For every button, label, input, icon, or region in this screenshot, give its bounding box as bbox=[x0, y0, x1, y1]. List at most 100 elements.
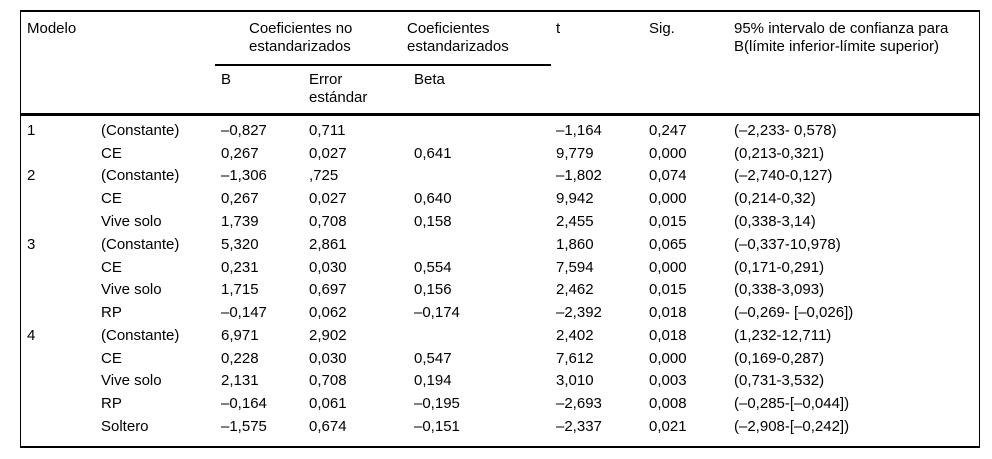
cell-confidence-interval: (0,213-0,321) bbox=[734, 145, 825, 162]
cell-sig: 0,018 bbox=[649, 327, 687, 344]
cell-confidence-interval: (0,169-0,287) bbox=[734, 350, 825, 367]
cell-variable: Vive solo bbox=[101, 281, 162, 298]
cell-sig: 0,000 bbox=[649, 190, 687, 207]
cell-beta: –0,151 bbox=[414, 418, 460, 435]
cell-t: –2,693 bbox=[556, 395, 602, 412]
cell-b: –0,164 bbox=[221, 395, 267, 412]
cell-beta: –0,174 bbox=[414, 304, 460, 321]
cell-std-error: 2,902 bbox=[309, 327, 347, 344]
cell-b: 0,267 bbox=[221, 190, 259, 207]
cell-variable: (Constante) bbox=[101, 167, 180, 184]
cell-beta: 0,640 bbox=[414, 190, 452, 207]
cell-sig: 0,021 bbox=[649, 418, 687, 435]
cell-beta: 0,641 bbox=[414, 145, 452, 162]
cell-t: –2,337 bbox=[556, 418, 602, 435]
table-row: RP –0,164 0,061 –0,195 –2,693 0,008 (–0,… bbox=[21, 392, 979, 415]
cell-b: 1,739 bbox=[221, 213, 259, 230]
cell-confidence-interval: (–2,740-0,127) bbox=[734, 167, 833, 184]
cell-model: 4 bbox=[27, 327, 36, 344]
cell-sig: 0,018 bbox=[649, 304, 687, 321]
table-row: Vive solo 1,715 0,697 0,156 2,462 0,015 … bbox=[21, 278, 979, 301]
cell-variable: (Constante) bbox=[101, 327, 180, 344]
cell-b: 2,131 bbox=[221, 372, 259, 389]
cell-confidence-interval: (–2,233- 0,578) bbox=[734, 122, 837, 139]
cell-sig: 0,000 bbox=[649, 145, 687, 162]
cell-t: 7,594 bbox=[556, 259, 594, 276]
cell-std-error: 0,027 bbox=[309, 190, 347, 207]
cell-confidence-interval: (1,232-12,711) bbox=[734, 327, 832, 344]
table-row: CE 0,231 0,030 0,554 7,594 0,000 (0,171-… bbox=[21, 256, 979, 279]
header-t: t bbox=[556, 20, 561, 37]
header-sig: Sig. bbox=[649, 20, 675, 37]
cell-beta: 0,194 bbox=[414, 372, 452, 389]
cell-variable: Vive solo bbox=[101, 213, 162, 230]
cell-std-error: 0,708 bbox=[309, 372, 347, 389]
header-group-unstandardized: Coeficientes no estandarizados bbox=[249, 20, 353, 55]
cell-t: 9,942 bbox=[556, 190, 594, 207]
cell-std-error: 0,062 bbox=[309, 304, 347, 321]
cell-variable: Soltero bbox=[101, 418, 149, 435]
cell-std-error: ,725 bbox=[309, 167, 339, 184]
table-row: RP –0,147 0,062 –0,174 –2,392 0,018 (–0,… bbox=[21, 301, 979, 324]
cell-t: –2,392 bbox=[556, 304, 602, 321]
cell-sig: 0,247 bbox=[649, 122, 687, 139]
cell-std-error: 0,674 bbox=[309, 418, 347, 435]
cell-sig: 0,074 bbox=[649, 167, 687, 184]
cell-b: –1,306 bbox=[221, 167, 267, 184]
cell-std-error: 0,711 bbox=[309, 122, 346, 139]
table-row: Vive solo 2,131 0,708 0,194 3,010 0,003 … bbox=[21, 369, 979, 392]
cell-t: –1,802 bbox=[556, 167, 602, 184]
cell-confidence-interval: (–0,285-[–0,044]) bbox=[734, 395, 850, 412]
cell-variable: RP bbox=[101, 395, 122, 412]
cell-variable: CE bbox=[101, 145, 122, 162]
cell-confidence-interval: (–0,337-10,978) bbox=[734, 236, 841, 253]
cell-b: 6,971 bbox=[221, 327, 259, 344]
cell-model: 3 bbox=[27, 236, 36, 253]
cell-sig: 0,008 bbox=[649, 395, 687, 412]
cell-model: 1 bbox=[27, 122, 36, 139]
table-row: Soltero –1,575 0,674 –0,151 –2,337 0,021… bbox=[21, 415, 979, 438]
cell-variable: (Constante) bbox=[101, 122, 180, 139]
cell-variable: Vive solo bbox=[101, 372, 162, 389]
header-body-rule bbox=[21, 113, 979, 116]
cell-confidence-interval: (–0,269- [–0,026]) bbox=[734, 304, 854, 321]
cell-confidence-interval: (0,214-0,32) bbox=[734, 190, 816, 207]
cell-b: 0,267 bbox=[221, 145, 259, 162]
header-beta: Beta bbox=[414, 71, 445, 88]
cell-beta: 0,547 bbox=[414, 350, 452, 367]
cell-confidence-interval: (0,338-3,14) bbox=[734, 213, 816, 230]
group-header-rule bbox=[215, 64, 551, 66]
cell-t: 3,010 bbox=[556, 372, 594, 389]
header-std-error: Error estándar bbox=[309, 71, 368, 106]
cell-confidence-interval: (0,338-3,093) bbox=[734, 281, 825, 298]
cell-std-error: 0,027 bbox=[309, 145, 347, 162]
cell-std-error: 0,061 bbox=[309, 395, 347, 412]
cell-std-error: 0,030 bbox=[309, 259, 347, 276]
header-b: B bbox=[221, 71, 232, 88]
cell-variable: CE bbox=[101, 259, 122, 276]
cell-beta: 0,554 bbox=[414, 259, 452, 276]
table-row: 2 (Constante) –1,306 ,725 –1,802 0,074 (… bbox=[21, 164, 979, 187]
table-row: 4 (Constante) 6,971 2,902 2,402 0,018 (1… bbox=[21, 324, 979, 347]
cell-t: 2,455 bbox=[556, 213, 594, 230]
header-modelo: Modelo bbox=[27, 20, 77, 37]
cell-sig: 0,015 bbox=[649, 281, 687, 298]
regression-table: Modelo Coeficientes no estandarizados Co… bbox=[20, 10, 980, 448]
cell-t: 9,779 bbox=[556, 145, 594, 162]
cell-t: –1,164 bbox=[556, 122, 602, 139]
cell-t: 2,462 bbox=[556, 281, 594, 298]
cell-sig: 0,000 bbox=[649, 259, 687, 276]
header-group-standardized: Coeficientes estandarizados bbox=[407, 20, 509, 55]
table-row: CE 0,267 0,027 0,640 9,942 0,000 (0,214-… bbox=[21, 187, 979, 210]
cell-model: 2 bbox=[27, 167, 36, 184]
cell-variable: CE bbox=[101, 190, 122, 207]
cell-variable: CE bbox=[101, 350, 122, 367]
table-row: Vive solo 1,739 0,708 0,158 2,455 0,015 … bbox=[21, 210, 979, 233]
cell-b: –0,147 bbox=[221, 304, 267, 321]
table-row: 1 (Constante) –0,827 0,711 –1,164 0,247 … bbox=[21, 119, 979, 142]
cell-b: 0,228 bbox=[221, 350, 259, 367]
cell-confidence-interval: (0,171-0,291) bbox=[734, 259, 825, 276]
cell-b: –0,827 bbox=[221, 122, 267, 139]
cell-t: 7,612 bbox=[556, 350, 594, 367]
